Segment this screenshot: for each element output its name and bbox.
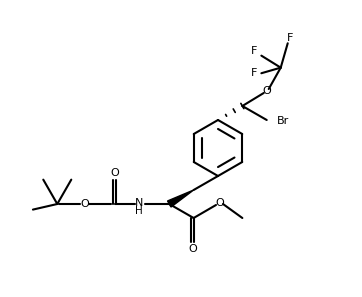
Text: Br: Br (277, 116, 289, 126)
Text: H: H (135, 206, 143, 216)
Text: O: O (262, 86, 271, 96)
Text: O: O (110, 168, 119, 178)
Text: F: F (287, 33, 293, 43)
Text: O: O (216, 198, 224, 208)
Text: F: F (251, 68, 257, 78)
Text: O: O (80, 199, 89, 209)
Polygon shape (168, 190, 194, 207)
Text: F: F (251, 46, 257, 56)
Text: N: N (135, 198, 143, 208)
Text: O: O (188, 244, 197, 254)
